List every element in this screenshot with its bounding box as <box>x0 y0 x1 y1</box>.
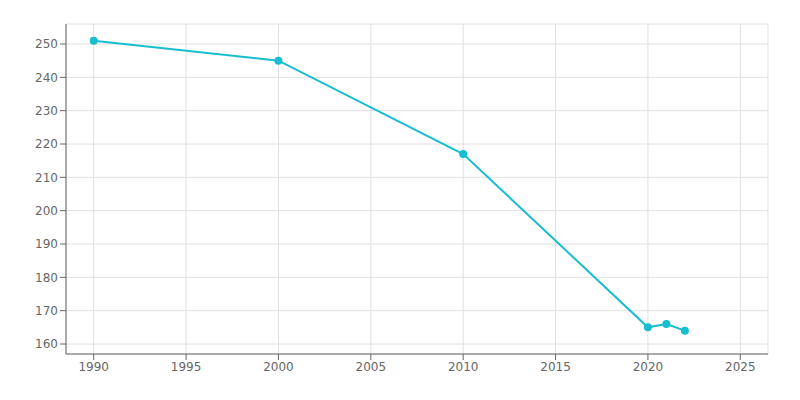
svg-text:230: 230 <box>35 104 58 118</box>
svg-text:240: 240 <box>35 71 58 85</box>
svg-text:1995: 1995 <box>171 360 202 374</box>
svg-text:180: 180 <box>35 271 58 285</box>
svg-text:220: 220 <box>35 137 58 151</box>
svg-text:2020: 2020 <box>633 360 664 374</box>
svg-text:250: 250 <box>35 37 58 51</box>
svg-text:170: 170 <box>35 304 58 318</box>
svg-text:2025: 2025 <box>725 360 756 374</box>
svg-text:160: 160 <box>35 337 58 351</box>
svg-text:2000: 2000 <box>263 360 294 374</box>
svg-text:210: 210 <box>35 171 58 185</box>
svg-text:2015: 2015 <box>540 360 571 374</box>
svg-text:2005: 2005 <box>356 360 387 374</box>
svg-text:1990: 1990 <box>78 360 109 374</box>
svg-text:2010: 2010 <box>448 360 479 374</box>
svg-text:190: 190 <box>35 237 58 251</box>
svg-text:200: 200 <box>35 204 58 218</box>
